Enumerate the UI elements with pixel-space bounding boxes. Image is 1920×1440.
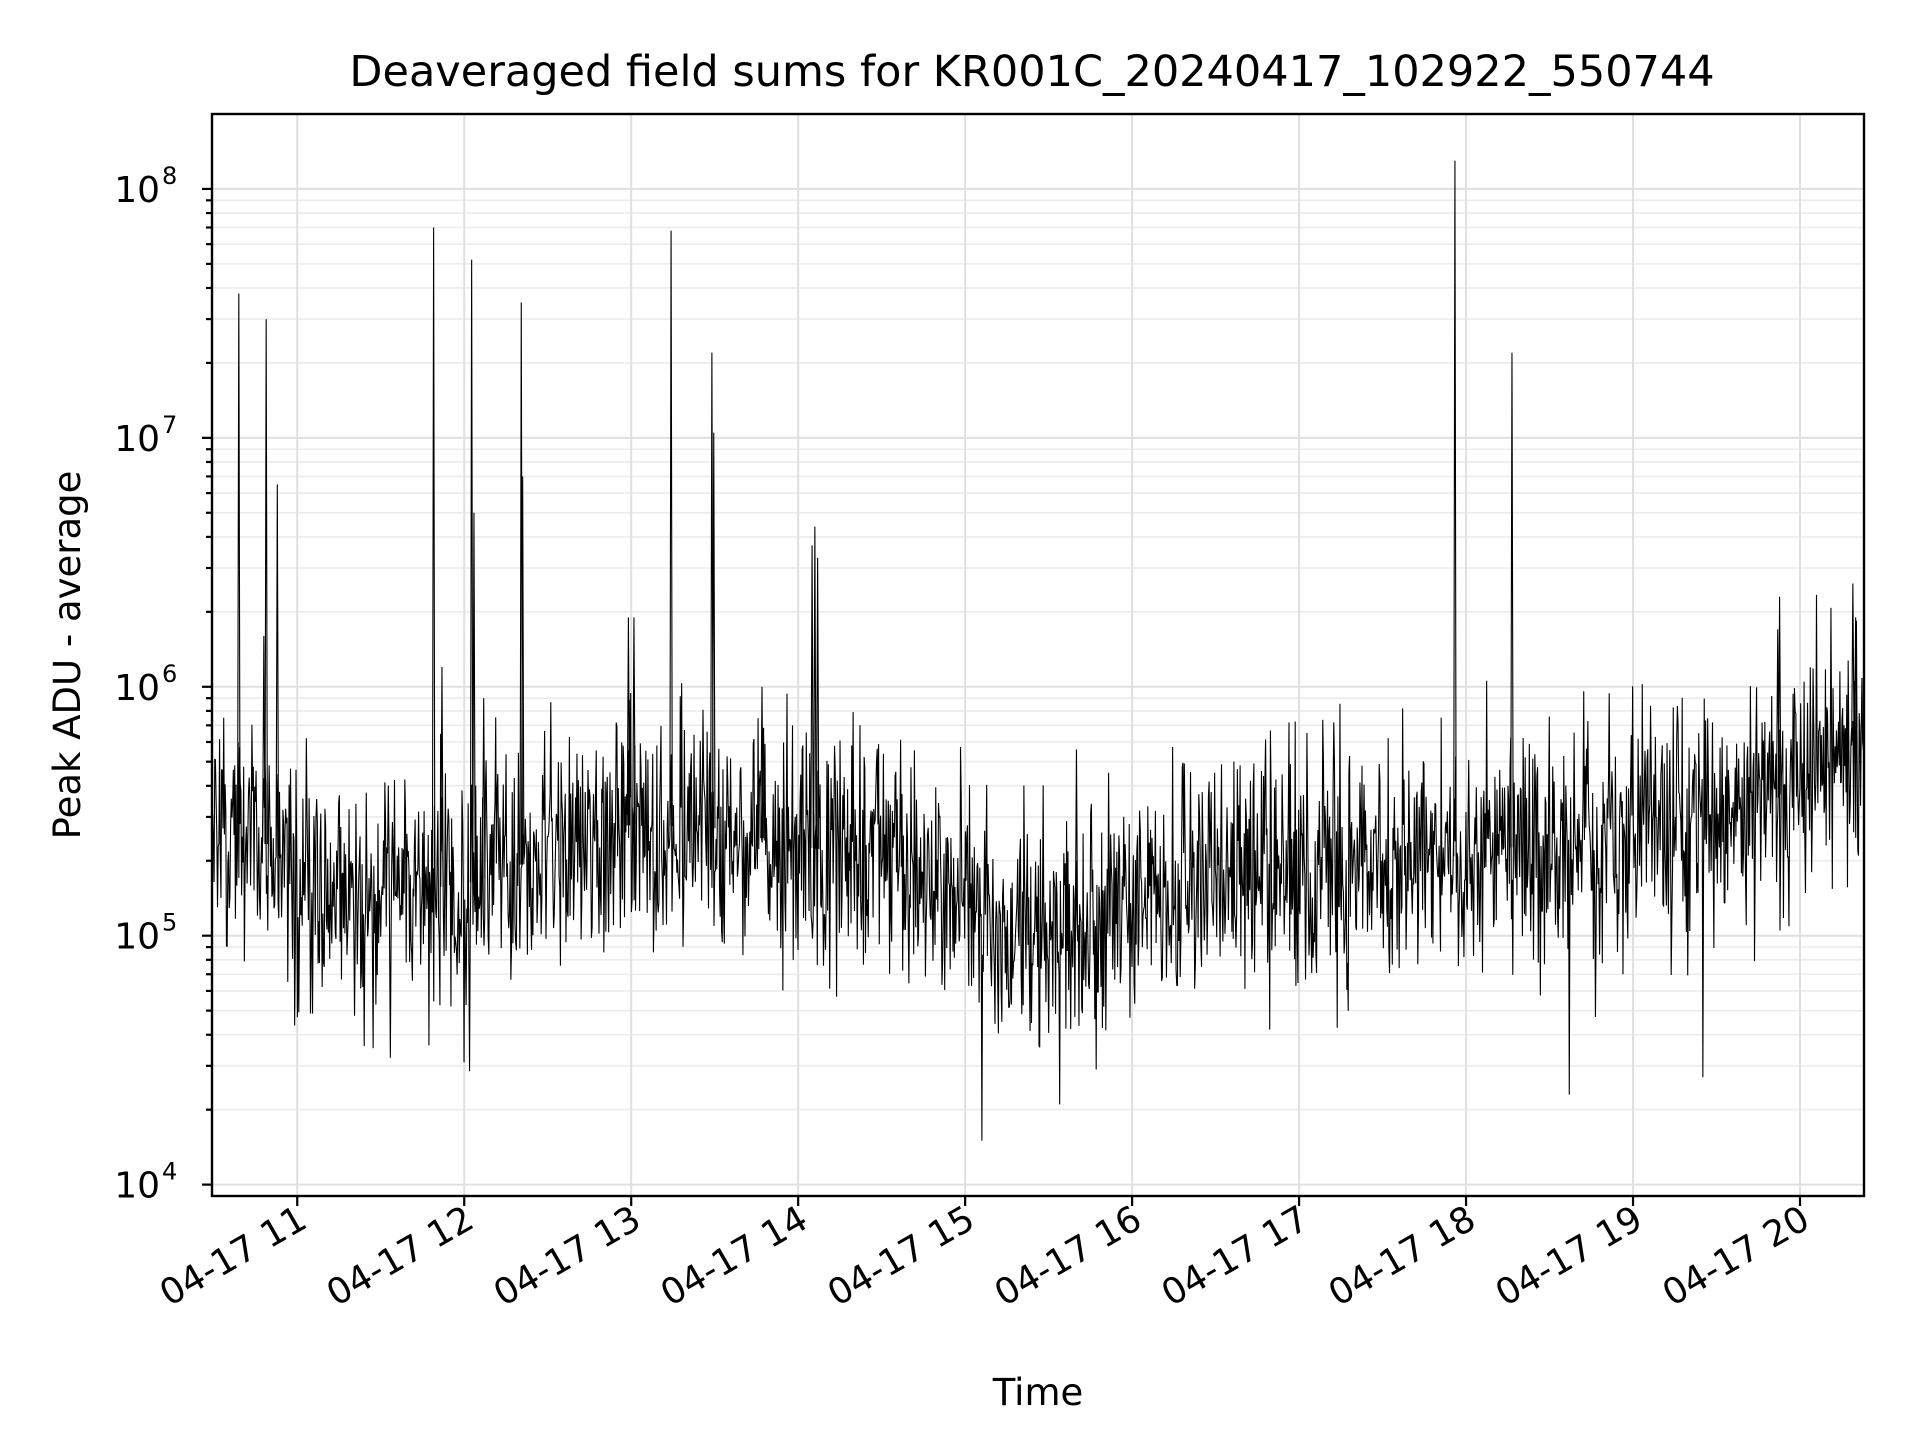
series-spike (1074, 749, 1079, 942)
series-spike (440, 667, 444, 887)
series-spike (810, 545, 814, 849)
y-tick-label: 10 (114, 668, 160, 709)
x-tick-label: 04-17 16 (988, 1198, 1149, 1314)
series-spike (712, 432, 716, 829)
x-tick-label: 04-17 19 (1489, 1198, 1650, 1314)
series-spike (632, 617, 636, 825)
series-spike (237, 293, 241, 824)
x-tick-label: 04-17 12 (320, 1198, 481, 1314)
series-spike (669, 230, 673, 827)
y-tick-exponent: 5 (162, 909, 177, 937)
x-tick-label: 04-17 14 (654, 1198, 815, 1314)
series-spike (431, 227, 436, 888)
x-tick-label: 04-17 17 (1155, 1198, 1316, 1314)
spike-layer (237, 160, 1858, 942)
series-line (211, 594, 1865, 1141)
y-tick-exponent: 4 (162, 1158, 177, 1186)
series-spike (626, 617, 631, 826)
series-spike (481, 698, 486, 879)
x-tick-label: 04-17 18 (1322, 1198, 1483, 1314)
y-tick-exponent: 6 (162, 660, 177, 688)
series-spike (520, 476, 525, 865)
series-spike (275, 484, 280, 857)
series-spike (1777, 596, 1782, 795)
y-tick-exponent: 8 (162, 162, 177, 190)
x-tick-label: 04-17 13 (487, 1198, 648, 1314)
series-spike (760, 686, 764, 839)
series-spike (815, 557, 820, 850)
y-tick-label: 10 (114, 170, 160, 211)
series-spike (264, 319, 268, 845)
plot-frame (210, 112, 1866, 1198)
y-tick-label: 10 (114, 1166, 160, 1207)
y-tick-exponent: 7 (162, 411, 177, 439)
chart-title: Deaveraged field sums for KR001C_2024041… (349, 47, 1714, 97)
x-tick-label: 04-17 20 (1656, 1198, 1817, 1314)
y-tick-label: 10 (114, 419, 160, 460)
series-spike (1851, 583, 1855, 746)
x-tick-label: 04-17 15 (821, 1198, 982, 1314)
series-spike (1853, 617, 1858, 745)
series-spike (469, 259, 474, 883)
x-tick-label: 04-17 11 (153, 1198, 314, 1314)
series-spike (1510, 352, 1514, 848)
y-tick-label: 10 (114, 917, 160, 958)
y-axis-label: Peak ADU - average (46, 471, 89, 840)
series-layer (211, 594, 1865, 1141)
series-spike (813, 526, 817, 849)
grid (212, 114, 1864, 1196)
x-axis: 04-17 11 04-17 12 04-17 13 04-17 14 04-17 15… (153, 1196, 1816, 1315)
x-axis-label: Time (992, 1371, 1084, 1414)
series-spike (472, 512, 476, 882)
series-spike (1453, 160, 1457, 857)
